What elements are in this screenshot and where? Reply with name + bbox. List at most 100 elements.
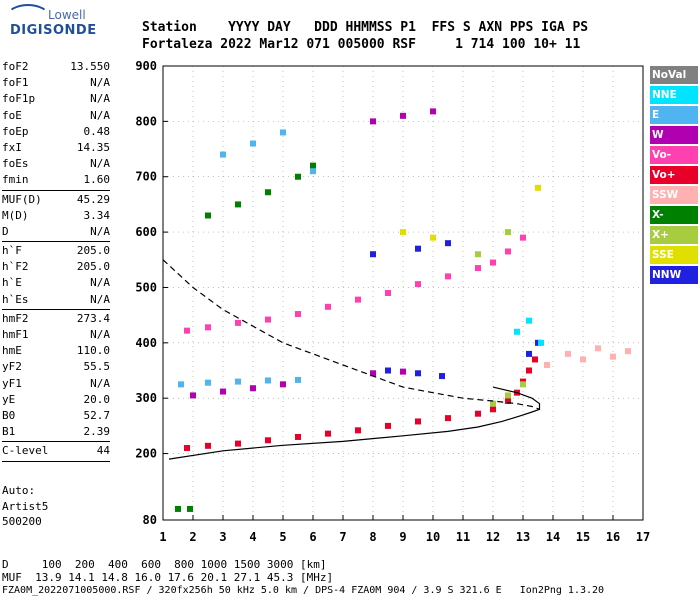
x-tick-label: 14 xyxy=(546,530,560,544)
param-row: MUF(D) 45.29 xyxy=(2,192,110,208)
param-name: C-level xyxy=(2,444,49,458)
param-value: 44 xyxy=(96,444,110,458)
polarization-legend: NoVal NNE E W Vo- Vo+ SSW X- X+ SSE NNW xyxy=(650,66,698,286)
data-point-vo- xyxy=(526,367,532,374)
x-tick-label: 13 xyxy=(516,530,530,544)
param-value: 205.0 xyxy=(76,244,110,258)
param-name: h`F xyxy=(2,244,22,258)
data-point-vo- xyxy=(325,303,331,310)
data-point-x- xyxy=(265,189,271,196)
param-name: yE xyxy=(2,392,16,406)
data-point-nnw xyxy=(415,245,421,252)
data-point-ssw xyxy=(595,345,601,352)
x-tick-label: 17 xyxy=(636,530,650,544)
param-value: N/A xyxy=(90,76,110,90)
y-tick-label: 600 xyxy=(135,225,157,239)
data-point-e xyxy=(280,129,286,136)
data-point-w xyxy=(400,368,406,375)
param-name: D xyxy=(2,224,9,238)
data-point-w xyxy=(190,392,196,399)
param-name: h`Es xyxy=(2,292,29,306)
data-point-x- xyxy=(205,212,211,219)
param-value: 52.7 xyxy=(83,408,111,422)
param-row: foF1p N/A xyxy=(2,91,110,107)
data-point-vo- xyxy=(505,248,511,255)
param-row: C-level 44 xyxy=(2,443,110,459)
legend-item: X- xyxy=(650,206,698,226)
param-row: h`F 205.0 xyxy=(2,243,110,259)
x-tick-label: 7 xyxy=(339,530,346,544)
data-point-vo- xyxy=(505,397,511,404)
header-row-labels: Station YYYY DAY DDD HHMMSS P1 FFS S AXN… xyxy=(142,20,589,35)
param-value: 14.35 xyxy=(76,140,110,154)
data-point-vo- xyxy=(490,259,496,266)
param-value: 20.0 xyxy=(83,392,111,406)
data-point-x- xyxy=(175,505,181,512)
legend-item: NNW xyxy=(650,266,698,286)
param-name: yF2 xyxy=(2,360,22,374)
y-tick-label: 700 xyxy=(135,170,157,184)
logo-lowell: Lowell xyxy=(48,8,86,22)
autoscaler-name: Artist5 xyxy=(2,499,49,513)
data-point-x- xyxy=(505,392,511,399)
data-point-vo- xyxy=(295,433,301,440)
y-tick-label: 500 xyxy=(135,280,157,294)
y-tick-label: 400 xyxy=(135,336,157,350)
param-row: fmin 1.60 xyxy=(2,172,110,188)
x-tick-label: 2 xyxy=(189,530,196,544)
data-point-vo- xyxy=(265,316,271,323)
data-point-e xyxy=(310,168,316,175)
data-point-x- xyxy=(520,381,526,388)
data-point-vo- xyxy=(265,437,271,444)
param-divider xyxy=(2,441,110,443)
legend-item: Vo- xyxy=(650,146,698,166)
footer-distance-row: D 100 200 400 600 800 1000 1500 3000 [km… xyxy=(2,558,327,571)
param-row: M(D) 3.34 xyxy=(2,208,110,224)
data-point-nne xyxy=(514,328,520,335)
profile-solid-line xyxy=(168,386,541,460)
x-tick-label: 5 xyxy=(279,530,286,544)
legend-item: NoVal xyxy=(650,66,698,86)
param-name: MUF(D) xyxy=(2,192,42,206)
param-value: 55.5 xyxy=(83,360,111,374)
x-tick-label: 15 xyxy=(576,530,590,544)
param-value: N/A xyxy=(90,92,110,106)
param-name: B0 xyxy=(2,408,16,422)
param-value: 2.39 xyxy=(83,425,111,439)
autoscaling-info: Auto: Artist5 500200 xyxy=(2,483,48,530)
data-point-x- xyxy=(505,229,511,236)
data-point-ssw xyxy=(625,348,631,355)
legend-item: SSW xyxy=(650,186,698,206)
data-point-vo- xyxy=(235,440,241,447)
param-value: N/A xyxy=(90,276,110,290)
x-tick-label: 3 xyxy=(219,530,226,544)
y-tick-label: 80 xyxy=(143,513,157,527)
data-point-w xyxy=(250,385,256,392)
autoscaler-version: 500200 xyxy=(2,515,42,528)
data-point-w xyxy=(370,370,376,377)
data-point-vo- xyxy=(205,324,211,331)
param-name: foEp xyxy=(2,124,29,138)
data-point-ssw xyxy=(610,353,616,360)
param-row: hmF2 273.4 xyxy=(2,311,110,327)
x-tick-label: 10 xyxy=(426,530,440,544)
logo-digisonde: DIGISONDE xyxy=(10,23,97,38)
param-name: foF1 xyxy=(2,76,29,90)
param-row: B1 2.39 xyxy=(2,424,110,440)
param-divider xyxy=(2,189,110,191)
data-point-vo- xyxy=(385,290,391,296)
data-point-sse xyxy=(400,229,406,236)
data-point-vo- xyxy=(490,406,496,413)
param-row: fxI 14.35 xyxy=(2,140,110,156)
param-value: 45.29 xyxy=(76,192,110,206)
data-point-e xyxy=(265,377,271,384)
param-name: foEs xyxy=(2,157,29,171)
param-value: 110.0 xyxy=(76,344,110,358)
param-name: h`F2 xyxy=(2,260,29,274)
data-point-vo- xyxy=(235,319,241,326)
param-name: fmin xyxy=(2,173,29,187)
param-name: h`E xyxy=(2,276,22,290)
param-divider xyxy=(2,241,110,243)
data-point-vo- xyxy=(445,415,451,422)
x-tick-label: 16 xyxy=(606,530,620,544)
